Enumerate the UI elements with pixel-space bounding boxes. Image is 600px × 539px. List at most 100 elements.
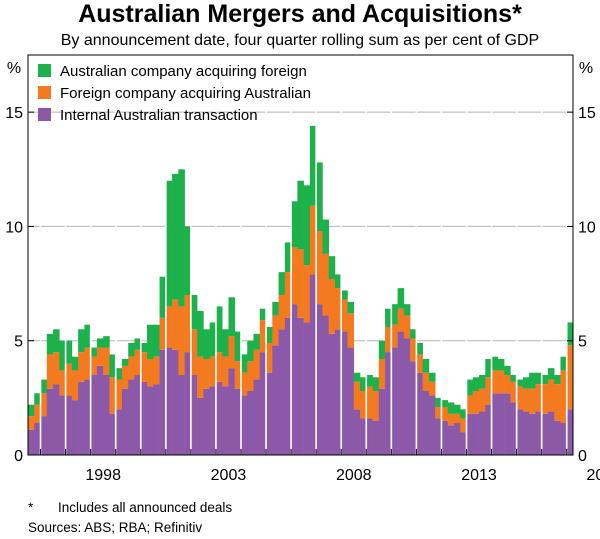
bar-segment (266, 372, 273, 455)
bar-segment (134, 349, 142, 375)
bar-segment (291, 201, 298, 247)
bar-segment (435, 397, 442, 407)
bar-segment (466, 395, 474, 414)
bar-segment (309, 205, 317, 275)
bar-segment (485, 404, 492, 455)
bar-segment (215, 306, 223, 353)
bar-segment (397, 331, 405, 455)
bar-segment (554, 420, 561, 455)
bar-segment (416, 354, 423, 373)
bar-segment (510, 402, 517, 455)
y-unit-left: % (7, 60, 21, 77)
bar-segment (53, 329, 60, 353)
bar-segment (372, 420, 380, 455)
bar-segment (422, 359, 430, 373)
bar-segment (366, 386, 373, 419)
bar-segment (165, 306, 173, 348)
bar-segment (497, 393, 505, 455)
bar-segment (491, 356, 499, 371)
bar-segment (28, 404, 35, 417)
bar-segment (253, 379, 261, 455)
bar-segment (491, 393, 499, 455)
bar-segment (453, 413, 461, 423)
bar-segment (228, 336, 236, 369)
bar-segment (78, 329, 85, 353)
bar-segment (121, 365, 129, 389)
bar-segment (547, 368, 555, 380)
bar-segment (504, 365, 511, 375)
y-tick-label-right: 10 (578, 219, 596, 236)
bar-segment (240, 354, 248, 373)
bar-segment (172, 299, 179, 350)
legend-swatch-internal-aus (38, 108, 51, 121)
bar-segment (541, 384, 549, 414)
x-tick-label: 2008 (336, 467, 372, 484)
bar-segment (90, 347, 98, 357)
bar-segment (441, 400, 449, 407)
x-tick-label: 2003 (211, 467, 247, 484)
bar-segment (535, 411, 542, 455)
bar-segment (284, 317, 292, 455)
bar-segment (240, 372, 248, 396)
bar-segment (353, 409, 361, 455)
bar-segment (554, 375, 561, 385)
legend-label-foreign-acquiring-aus: Foreign company acquiring Australian (60, 85, 311, 102)
bar-segment (322, 253, 329, 316)
bar-segment (522, 411, 530, 455)
bar-segment (53, 352, 60, 385)
bar-segment (222, 356, 229, 387)
bar-segment (566, 409, 574, 455)
bar-segment (209, 386, 217, 455)
bar-segment (472, 413, 480, 455)
bar-segment (428, 395, 436, 455)
bar-segment (341, 331, 348, 455)
bar-segment (334, 288, 342, 330)
bar-segment (121, 359, 129, 366)
bar-segment (360, 377, 367, 391)
bar-segment (303, 265, 311, 323)
bar-segment (504, 393, 511, 455)
bar-segment (178, 375, 185, 455)
bar-segment (234, 331, 242, 362)
bar-segment (516, 379, 524, 387)
bar-segment (397, 308, 405, 332)
bar-segment (366, 418, 373, 455)
bar-segment (547, 411, 555, 455)
bar-segment (372, 377, 380, 391)
bar-segment (566, 345, 574, 410)
bar-segment (278, 329, 286, 455)
bar-segment (34, 393, 41, 405)
bar-segment (410, 338, 417, 362)
bar-segment (172, 349, 179, 455)
sources: Sources: ABS; RBA; Refinitiv (28, 520, 203, 535)
bar-segment (316, 231, 323, 305)
bar-segment (40, 416, 48, 455)
bar-segment (297, 180, 304, 250)
bar-segment (479, 411, 486, 455)
bar-segment (541, 375, 549, 385)
footnote-marker: * (28, 500, 34, 515)
bar-segment (297, 317, 304, 455)
bar-segment (253, 349, 261, 380)
bar-segment (209, 322, 217, 357)
bar-segment (547, 379, 555, 412)
bar-segment (460, 418, 467, 433)
bar-segment (466, 413, 474, 455)
bar-segment (115, 368, 123, 380)
bar-segment (272, 301, 279, 316)
bar-segment (147, 386, 154, 455)
bar-segment (460, 409, 467, 419)
bar-segment (134, 375, 142, 455)
bar-segment (34, 423, 41, 455)
bar-segment (453, 404, 461, 414)
y-tick-label-right: 0 (578, 448, 587, 465)
bar-segment (59, 340, 66, 371)
bar-segment (234, 388, 242, 455)
bar-segment (385, 352, 392, 455)
footnote: * Includes all announced deals (28, 500, 232, 516)
bar-segment (247, 340, 254, 362)
bar-segment (328, 333, 336, 455)
bar-segment (378, 340, 386, 359)
bar-segment (422, 391, 430, 455)
bar-segment (303, 322, 311, 455)
